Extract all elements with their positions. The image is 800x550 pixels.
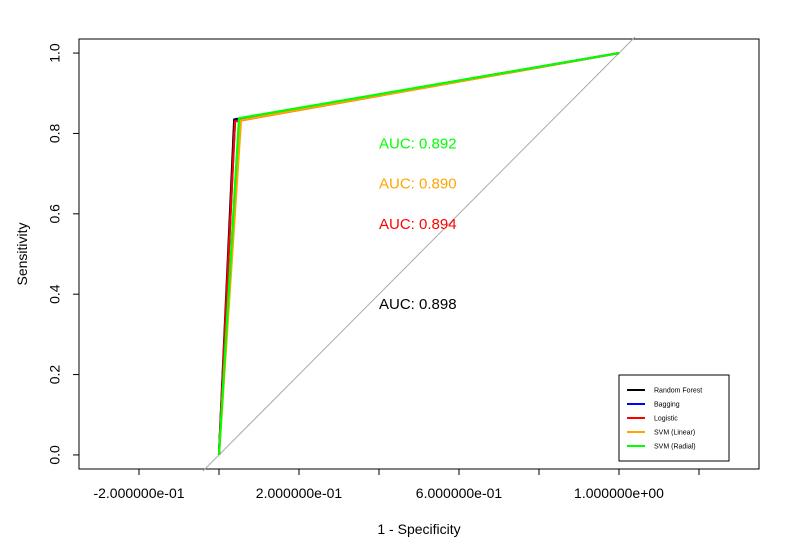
auc-annotation: AUC: 0.898: [379, 296, 457, 313]
y-tick-label: 0.0: [47, 445, 63, 465]
x-tick-label: 2.000000e-01: [256, 485, 343, 501]
legend-entry: Bagging: [654, 402, 680, 409]
y-tick-label: 0.2: [47, 365, 63, 385]
x-tick-label: 1.000000e+00: [574, 485, 664, 501]
x-axis-title: 1 - Specificity: [377, 521, 460, 537]
series-line-svm-radial: [217, 52, 620, 455]
auc-annotation: AUC: 0.890: [379, 176, 457, 193]
auc-annotation: AUC: 0.892: [379, 135, 457, 152]
y-axis: 0.0 0.2 0.4 0.6 0.8 1.0: [47, 43, 79, 465]
auc-annotation: AUC: 0.894: [379, 216, 457, 233]
reference-line: [202, 36, 636, 472]
legend: Random Forest Bagging Logistic SVM (Linear)…: [618, 374, 730, 462]
legend-entry: SVM (Linear): [654, 430, 695, 437]
y-tick-label: 0.6: [47, 204, 63, 224]
y-tick-label: 0.4: [47, 284, 63, 304]
x-tick-label: 6.000000e-01: [416, 485, 503, 501]
series-layer: [217, 52, 620, 455]
reference-diagonal: [202, 36, 636, 472]
legend-entry: Random Forest: [654, 388, 702, 395]
plot-frame: [78, 38, 760, 470]
y-tick-label: 0.8: [47, 123, 63, 143]
y-tick-label: 1.0: [47, 43, 63, 63]
x-axis: -2.000000e-01 2.000000e-01 6.000000e-01 1.0…: [93, 469, 700, 501]
annotation-layer: AUC: 0.892 AUC: 0.890 AUC: 0.894 AUC: 0.898: [379, 135, 457, 313]
y-axis-title: Sensitivity: [14, 222, 30, 285]
legend-entry: Logistic: [654, 416, 678, 423]
x-tick-label: -2.000000e-01: [93, 485, 184, 501]
legend-entry: SVM (Radial): [654, 444, 696, 451]
